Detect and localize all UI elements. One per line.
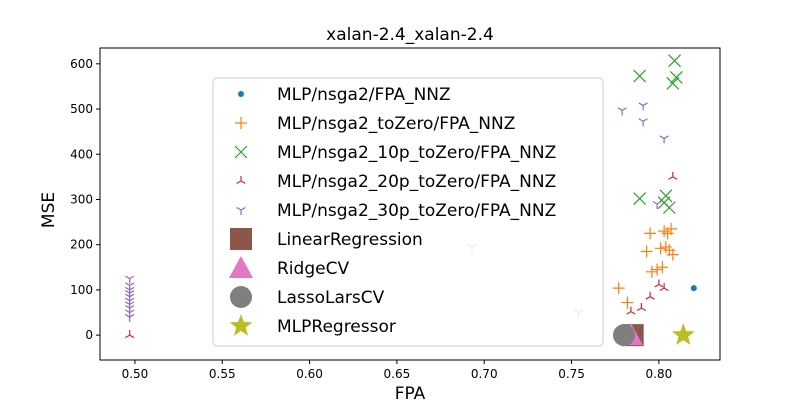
legend-marker: [236, 206, 246, 215]
data-point: [645, 265, 658, 278]
y-tick-label: 600: [70, 57, 93, 71]
data-point: [651, 263, 664, 276]
chart-title: xalan-2.4_xalan-2.4: [326, 25, 494, 45]
data-point: [125, 330, 135, 339]
data-point: [125, 282, 135, 291]
legend-label: MLP/nsga2_10p_toZero/FPA_NNZ: [277, 143, 556, 163]
data-point: [652, 200, 662, 209]
data-point: [125, 275, 135, 284]
x-tick-label: 0.75: [558, 367, 585, 381]
data-point: [659, 283, 669, 292]
data-point: [668, 171, 678, 180]
data-point: [621, 296, 634, 309]
data-point: [617, 107, 627, 116]
data-point: [668, 54, 682, 68]
data-point: [665, 222, 678, 235]
data-point: [125, 309, 135, 318]
data-point: [659, 189, 673, 203]
legend-marker: [229, 314, 253, 336]
x-tick-label: 0.80: [646, 367, 673, 381]
y-tick-label: 300: [70, 192, 93, 206]
data-point: [654, 279, 664, 288]
data-point: [666, 248, 679, 261]
data-point: [666, 76, 680, 90]
data-point: [690, 285, 697, 292]
x-tick-label: 0.60: [296, 367, 323, 381]
y-tick-label: 100: [70, 283, 93, 297]
legend-label: MLP/nsga2_30p_toZero/FPA_NNZ: [277, 201, 556, 221]
data-point: [654, 242, 667, 255]
x-axis-label: FPA: [395, 384, 426, 400]
legend-marker: [230, 228, 252, 250]
legend-marker: [238, 91, 244, 97]
data-point: [669, 70, 683, 84]
x-tick-label: 0.70: [471, 367, 498, 381]
data-point: [645, 291, 655, 300]
legend-label: LinearRegression: [277, 230, 423, 250]
legend-label: LassoLarsCV: [277, 288, 385, 308]
axes-frame: [99, 47, 721, 361]
y-tick-label: 200: [70, 238, 93, 252]
legend-marker: [229, 256, 253, 278]
legend: MLP/nsga2/FPA_NNZ MLP/nsga2_toZero/FPA_NN…: [212, 77, 604, 347]
data-point: [633, 192, 647, 205]
legend-label: MLPRegressor: [277, 317, 396, 337]
legend-label: MLP/nsga2/FPA_NNZ: [277, 85, 451, 105]
legend-label: RidgeCV: [277, 259, 349, 279]
data-point: [640, 245, 653, 258]
data-point: [125, 314, 135, 323]
data-point: [626, 306, 636, 315]
y-tick-label: 0: [85, 328, 93, 342]
data-point: [612, 282, 625, 295]
legend-label: MLP/nsga2_toZero/FPA_NNZ: [277, 114, 515, 134]
data-point: [633, 69, 647, 83]
legend-marker: [236, 176, 246, 185]
data-point: [671, 323, 695, 345]
x-tick-label: 0.65: [384, 367, 411, 381]
legend-box: [212, 77, 604, 347]
data-point: [662, 201, 676, 215]
data-point: [638, 118, 648, 127]
data-point: [612, 324, 635, 347]
legend-label: MLP/nsga2_20p_toZero/FPA_NNZ: [277, 172, 556, 192]
y-tick-label: 500: [70, 102, 93, 116]
y-axis-label: MSE: [39, 192, 59, 228]
x-tick-label: 0.55: [209, 367, 236, 381]
data-point: [659, 135, 669, 144]
data-point: [656, 261, 669, 274]
data-point: [125, 286, 135, 295]
y-tick-label: 400: [70, 147, 93, 161]
data-point: [636, 303, 647, 312]
data-point: [644, 227, 657, 240]
data-point: [638, 102, 648, 111]
legend-marker: [230, 286, 252, 308]
legend-marker: [234, 145, 248, 159]
x-tick-label: 0.50: [122, 367, 149, 381]
legend-marker: [235, 117, 247, 129]
